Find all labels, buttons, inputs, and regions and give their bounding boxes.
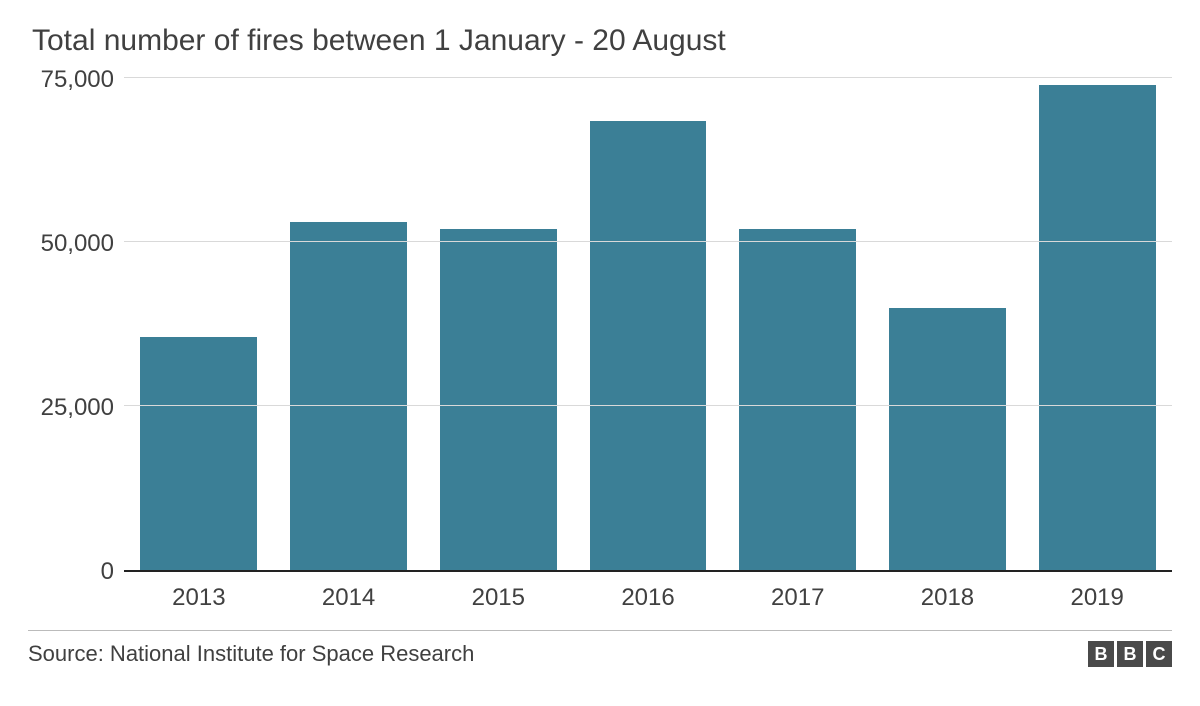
x-tick-label: 2013 xyxy=(124,584,274,612)
x-tick-label: 2016 xyxy=(573,584,723,612)
plot-area xyxy=(124,80,1172,572)
x-axis: 2013201420152016201720182019 xyxy=(124,584,1172,612)
bar xyxy=(1039,85,1156,570)
gridline xyxy=(124,77,1172,78)
bar-slot xyxy=(873,80,1023,570)
bars-group xyxy=(124,80,1172,570)
bbc-logo-box: C xyxy=(1146,641,1172,667)
gridline xyxy=(124,405,1172,406)
y-axis: 75,00050,00025,0000 xyxy=(28,80,124,572)
bar-slot xyxy=(423,80,573,570)
chart-footer: Source: National Institute for Space Res… xyxy=(28,630,1172,667)
bbc-logo: BBC xyxy=(1088,641,1172,667)
bar-slot xyxy=(124,80,274,570)
source-label: Source: National Institute for Space Res… xyxy=(28,641,474,667)
bar xyxy=(440,229,557,570)
bar-slot xyxy=(1022,80,1172,570)
x-tick-label: 2015 xyxy=(423,584,573,612)
bar-slot xyxy=(573,80,723,570)
bar xyxy=(739,229,856,570)
x-tick-label: 2019 xyxy=(1022,584,1172,612)
bar xyxy=(290,222,407,570)
plot-row: 75,00050,00025,0000 xyxy=(28,80,1172,572)
bbc-logo-box: B xyxy=(1117,641,1143,667)
bar xyxy=(140,337,257,570)
bar-slot xyxy=(274,80,424,570)
chart-container: Total number of fires between 1 January … xyxy=(0,0,1200,706)
x-tick-label: 2014 xyxy=(274,584,424,612)
bar xyxy=(889,308,1006,570)
gridline xyxy=(124,241,1172,242)
bar xyxy=(590,121,707,570)
x-tick-label: 2018 xyxy=(873,584,1023,612)
x-tick-label: 2017 xyxy=(723,584,873,612)
chart-title: Total number of fires between 1 January … xyxy=(32,24,1172,58)
bbc-logo-box: B xyxy=(1088,641,1114,667)
bar-slot xyxy=(723,80,873,570)
